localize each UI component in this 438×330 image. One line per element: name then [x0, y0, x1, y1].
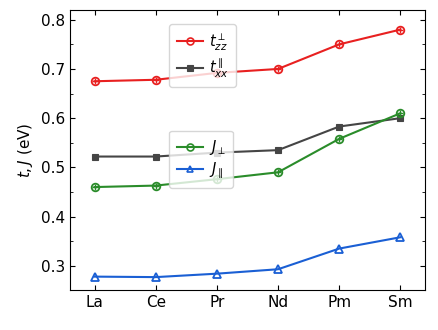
Legend: $J_{\perp}$, $J_{\parallel}$: $J_{\perp}$, $J_{\parallel}$	[170, 131, 233, 188]
Y-axis label: $t, J$ (eV): $t, J$ (eV)	[16, 122, 35, 178]
